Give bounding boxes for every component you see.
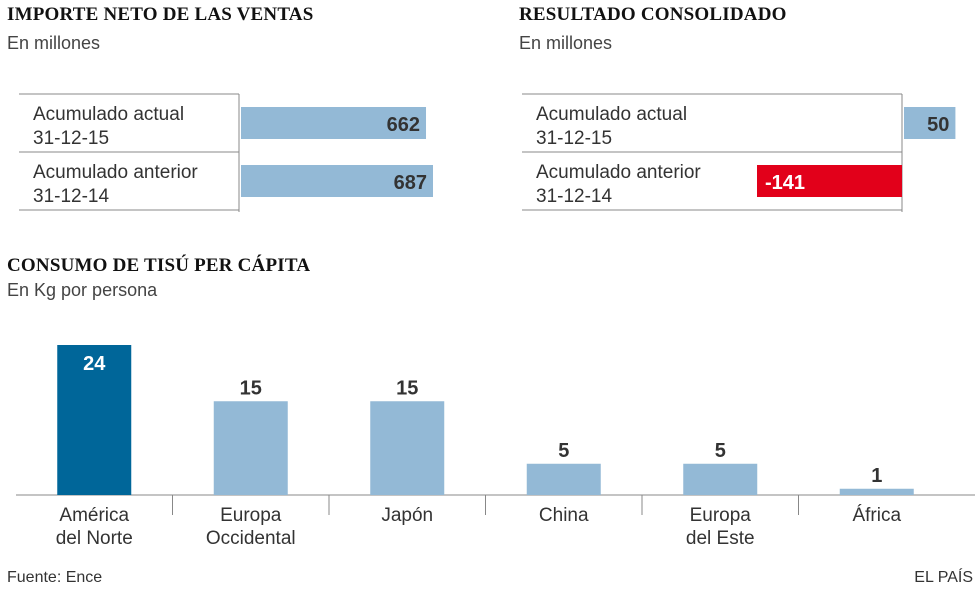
tissue-data-label: 5	[558, 440, 569, 462]
result-category-label: Acumulado actual	[536, 104, 687, 125]
result-category-label: Acumulado anterior	[536, 162, 701, 183]
sales-data-label: 662	[387, 114, 420, 136]
tissue-data-label: 24	[83, 353, 106, 375]
result-chart-title: RESULTADO CONSOLIDADO	[519, 4, 787, 25]
result-bar	[904, 107, 956, 139]
sales-chart-title: IMPORTE NETO DE LAS VENTAS	[7, 4, 314, 25]
tissue-bar	[57, 345, 132, 495]
sales-category-label: 31-12-15	[33, 128, 109, 149]
tissue-category-label: África	[852, 505, 901, 526]
result-data-label: 50	[927, 114, 949, 136]
brand-label: EL PAÍS	[914, 569, 973, 586]
source-note: Fuente: Ence	[7, 569, 103, 586]
sales-data-label: 687	[394, 172, 427, 194]
tissue-data-label: 15	[240, 377, 262, 399]
sales-bar	[241, 165, 433, 197]
tissue-bar	[526, 463, 601, 495]
tissue-category-label: del Este	[686, 528, 755, 549]
tissue-bar	[683, 463, 758, 495]
tissue-category-label: Europa	[690, 505, 752, 526]
sales-chart-svg: Acumulado actual 31-12-15 662 Acumulado ant…	[19, 93, 433, 212]
tissue-chart: 24 América del Norte 15 Europa Occidental 15 Ja…	[0, 330, 980, 560]
tissue-data-label: 1	[871, 465, 882, 487]
tissue-chart-subtitle: En Kg por persona	[7, 280, 158, 300]
tissue-data-label: 15	[396, 377, 418, 399]
tissue-bar	[370, 401, 445, 495]
result-chart-svg: Acumulado actual 31-12-15 50 Acumulado ante…	[522, 93, 956, 212]
tissue-category-label: Europa	[220, 505, 282, 526]
sales-category-label: Acumulado anterior	[33, 162, 198, 183]
tissue-category-label: China	[539, 505, 589, 526]
tissue-category-label: Occidental	[206, 528, 296, 549]
tissue-bar	[839, 488, 914, 495]
result-category-label: 31-12-15	[536, 128, 612, 149]
result-category-label: 31-12-14	[536, 186, 612, 207]
sales-chart: Acumulado actual 31-12-15 662 Acumulado ant…	[0, 85, 480, 220]
result-bar-negative	[757, 165, 902, 197]
tissue-category-label: Japón	[381, 505, 433, 526]
tissue-category-label: del Norte	[56, 528, 133, 549]
sales-category-label: Acumulado actual	[33, 104, 184, 125]
result-data-label: -141	[765, 172, 805, 194]
tissue-chart-title: CONSUMO DE TISÚ PER CÁPITA	[7, 255, 311, 276]
tissue-category-label: América	[59, 505, 129, 526]
tissue-data-label: 5	[715, 440, 726, 462]
sales-bar	[241, 107, 427, 139]
result-chart-subtitle: En millones	[519, 33, 613, 53]
result-chart: Acumulado actual 31-12-15 50 Acumulado ante…	[500, 85, 978, 220]
sales-category-label: 31-12-14	[33, 186, 109, 207]
tissue-bar	[213, 401, 288, 495]
sales-chart-subtitle: En millones	[7, 33, 101, 53]
